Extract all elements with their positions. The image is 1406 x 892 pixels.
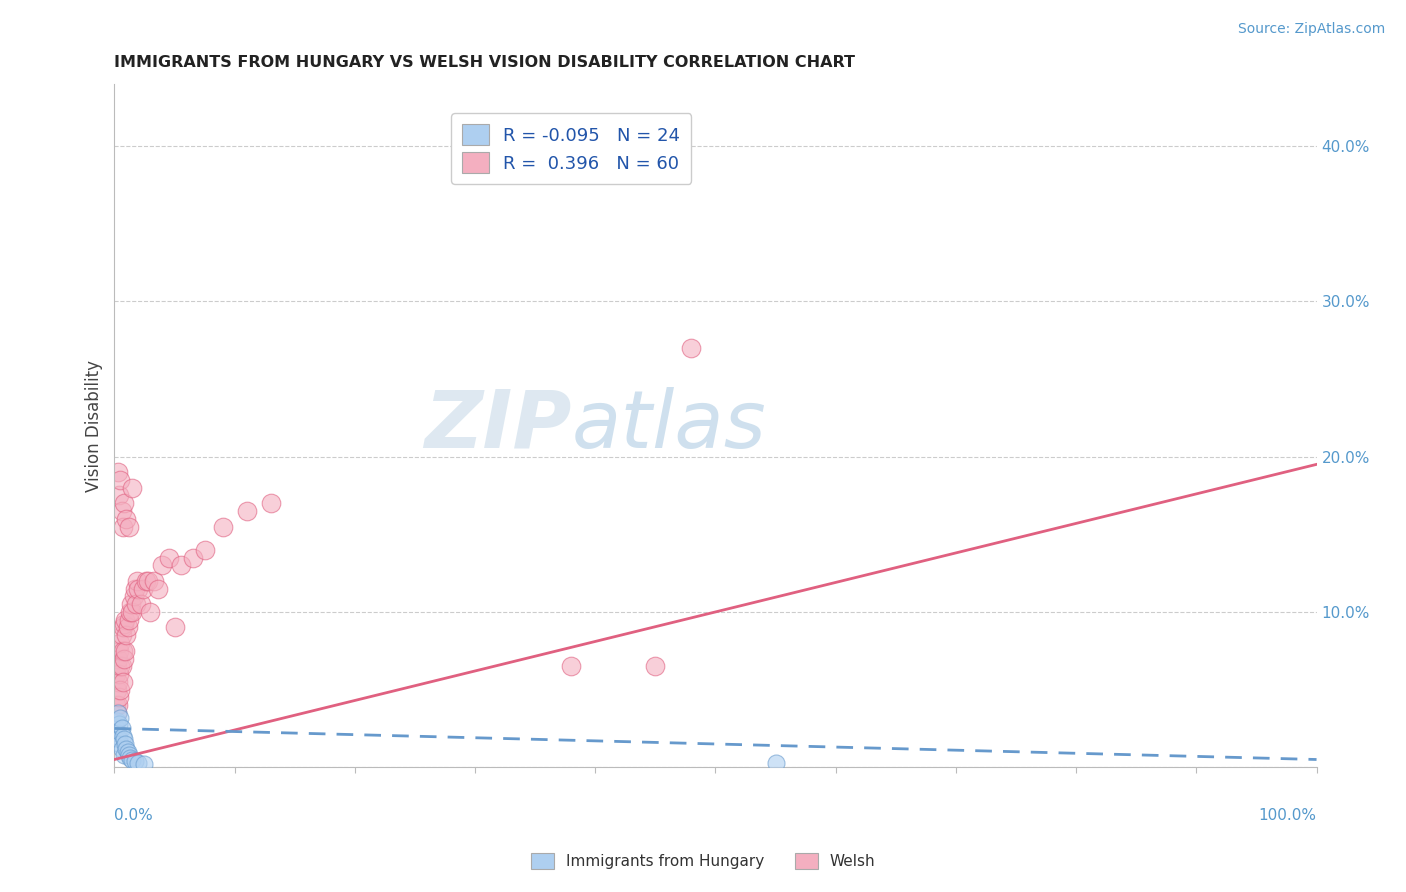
Point: [135, 574, 157, 588]
Point: [125, 597, 148, 611]
Point: [118, 747, 141, 762]
Point: [129, 597, 152, 611]
Point: [110, 659, 132, 673]
Text: 0.0%: 0.0%: [114, 808, 153, 823]
Point: [118, 613, 141, 627]
Point: [117, 745, 139, 759]
Point: [112, 496, 135, 510]
Point: [107, 698, 129, 713]
Point: [114, 737, 136, 751]
Point: [110, 636, 132, 650]
Point: [111, 644, 134, 658]
Point: [108, 732, 131, 747]
Point: [260, 496, 283, 510]
Point: [111, 659, 134, 673]
Point: [765, 756, 787, 770]
Point: [118, 751, 141, 765]
Point: [105, 682, 128, 697]
Point: [114, 613, 136, 627]
Point: [108, 488, 131, 502]
Point: [105, 714, 128, 728]
Point: [111, 741, 134, 756]
Point: [193, 542, 215, 557]
Point: [139, 605, 162, 619]
Point: [121, 605, 143, 619]
Point: [127, 574, 149, 588]
Point: [136, 574, 159, 588]
Point: [112, 747, 135, 762]
Point: [110, 682, 132, 697]
Point: [644, 659, 666, 673]
Text: Source: ZipAtlas.com: Source: ZipAtlas.com: [1237, 22, 1385, 37]
Point: [121, 481, 143, 495]
Point: [110, 737, 132, 751]
Point: [104, 667, 127, 681]
Point: [105, 729, 128, 743]
Point: [105, 659, 128, 673]
Point: [124, 754, 146, 768]
Point: [117, 620, 139, 634]
Point: [107, 651, 129, 665]
Point: [108, 667, 131, 681]
Point: [111, 674, 134, 689]
Point: [121, 752, 143, 766]
Point: [114, 644, 136, 658]
Point: [111, 722, 134, 736]
Point: [211, 519, 233, 533]
Point: [115, 628, 138, 642]
Point: [163, 620, 186, 634]
Text: 100.0%: 100.0%: [1258, 808, 1316, 823]
Point: [107, 674, 129, 689]
Y-axis label: Vision Disability: Vision Disability: [86, 359, 103, 491]
Point: [108, 690, 131, 705]
Legend: Immigrants from Hungary, Welsh: Immigrants from Hungary, Welsh: [524, 847, 882, 875]
Point: [104, 722, 127, 736]
Point: [111, 504, 134, 518]
Point: [181, 550, 204, 565]
Text: atlas: atlas: [571, 386, 766, 465]
Point: [143, 574, 166, 588]
Point: [111, 729, 134, 743]
Text: IMMIGRANTS FROM HUNGARY VS WELSH VISION DISABILITY CORRELATION CHART: IMMIGRANTS FROM HUNGARY VS WELSH VISION …: [114, 55, 855, 70]
Point: [127, 582, 149, 596]
Point: [157, 550, 180, 565]
Text: ZIP: ZIP: [423, 386, 571, 465]
Point: [122, 590, 145, 604]
Point: [111, 620, 134, 634]
Point: [110, 710, 132, 724]
Point: [108, 644, 131, 658]
Point: [152, 558, 174, 573]
Point: [169, 558, 191, 573]
Point: [107, 726, 129, 740]
Point: [134, 757, 156, 772]
Point: [112, 732, 135, 747]
Point: [120, 597, 142, 611]
Point: [115, 741, 138, 756]
Point: [118, 519, 141, 533]
Point: [104, 698, 127, 713]
Point: [112, 617, 135, 632]
Point: [124, 582, 146, 596]
Point: [235, 504, 257, 518]
Point: [115, 512, 138, 526]
Point: [111, 519, 134, 533]
Point: [111, 628, 134, 642]
Point: [118, 605, 141, 619]
Point: [110, 473, 132, 487]
Point: [107, 706, 129, 720]
Point: [127, 756, 149, 770]
Point: [105, 706, 128, 720]
Point: [146, 582, 169, 596]
Point: [108, 716, 131, 731]
Point: [560, 659, 582, 673]
Point: [112, 651, 135, 665]
Point: [107, 465, 129, 479]
Point: [681, 341, 703, 355]
Point: [132, 582, 155, 596]
Legend: R = -0.095   N = 24, R =  0.396   N = 60: R = -0.095 N = 24, R = 0.396 N = 60: [451, 113, 692, 184]
